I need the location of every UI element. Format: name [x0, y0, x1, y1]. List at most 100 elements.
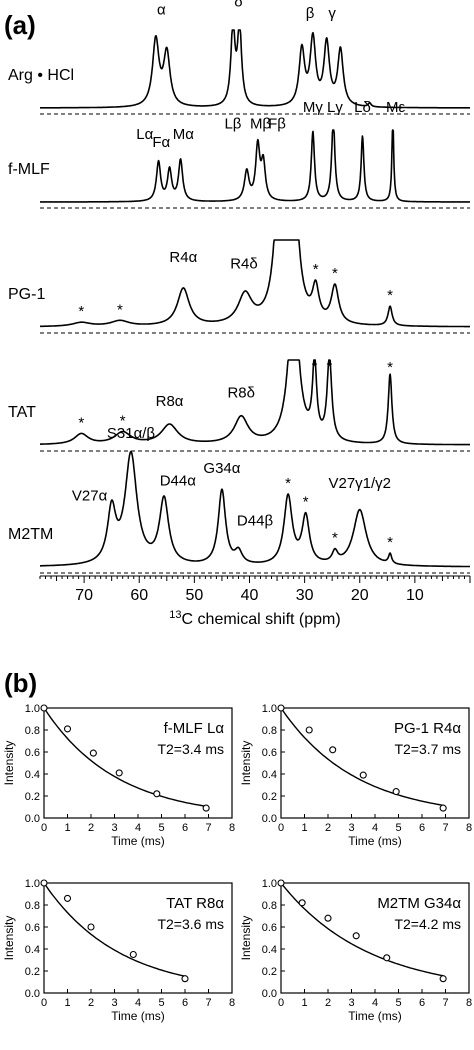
y-tick-label: 0.2: [262, 966, 277, 978]
spectrum-line: [39, 359, 471, 446]
spectrum-line: [39, 450, 471, 568]
x-tick-label: 8: [466, 997, 472, 1009]
spectrum-line: [39, 129, 471, 203]
panel-a-label: (a): [4, 10, 36, 40]
sideband-asterisk: *: [120, 412, 126, 429]
sample-label: Arg • HCl: [8, 67, 74, 84]
x-tick-label: 30: [296, 587, 314, 604]
y-axis-title: Intensity: [2, 916, 16, 961]
x-axis-title: Time (ms): [348, 1009, 402, 1023]
x-tick-label: 8: [466, 822, 472, 834]
peak-label: R4α: [169, 249, 197, 266]
spectrum-trace: PG-1 R4α R4δ * * * * *: [8, 239, 471, 334]
x-tick-label: 5: [158, 997, 164, 1009]
x-tick-label: 1: [301, 822, 307, 834]
x-tick-label: 6: [419, 997, 425, 1009]
sideband-asterisk: *: [313, 261, 319, 278]
x-tick-label: 4: [372, 822, 378, 834]
data-point: [87, 923, 95, 931]
data-point: [277, 879, 285, 887]
peak-label: δ: [234, 0, 242, 11]
subplot-title: M2TM G34α: [377, 895, 461, 912]
sample-label: PG-1: [8, 286, 45, 303]
y-tick-label: 0.6: [25, 922, 40, 934]
x-axis-title: 13C chemical shift (ppm): [169, 609, 340, 628]
peak-label: R8α: [156, 393, 184, 410]
data-point: [129, 950, 137, 959]
fit-curve: [43, 707, 207, 807]
data-point: [359, 771, 367, 779]
x-tick-label: 7: [442, 997, 448, 1009]
x-tick-label: 1: [64, 997, 70, 1009]
sample-label: M2TM: [8, 526, 53, 543]
peak-label: Lα: [136, 126, 153, 143]
sideband-asterisk: *: [387, 359, 393, 376]
sample-label: TAT: [8, 404, 36, 421]
data-point: [439, 975, 447, 983]
y-tick-label: 0.8: [25, 725, 40, 737]
peak-label: γ: [328, 5, 336, 22]
panel-b-label: (b): [4, 668, 37, 698]
y-tick-label: 0.6: [262, 747, 277, 759]
y-tick-label: 0.4: [25, 769, 40, 781]
decay-subplot: 0 1 2 3 4 5 6 7 8 0.0 0.2 0.4 0.6 0.8 1.0 Time (ms) Inte…: [2, 878, 235, 1023]
peak-label: β: [306, 5, 315, 22]
y-tick-label: 0.0: [25, 813, 40, 825]
sideband-asterisk: *: [78, 414, 84, 431]
x-tick-label: 70: [75, 587, 93, 604]
peak-label: D44α: [160, 473, 197, 490]
x-tick-label: 6: [182, 997, 188, 1009]
fit-curve: [280, 707, 444, 806]
peak-label: V27γ1/γ2: [328, 475, 391, 492]
x-tick-label: 4: [135, 997, 141, 1009]
x-tick-label: 2: [325, 822, 331, 834]
fit-curve: [280, 882, 444, 977]
data-point: [153, 790, 161, 798]
x-tick-label: 6: [419, 822, 425, 834]
y-tick-label: 0.6: [25, 747, 40, 759]
spectrum-trace: TAT R8α R8δ * * * * *: [8, 359, 471, 452]
y-axis-title: Intensity: [2, 741, 16, 786]
x-tick-label: 3: [348, 822, 354, 834]
data-point: [383, 954, 391, 962]
x-axis-title: Time (ms): [111, 1009, 165, 1023]
peak-label: S31α/β: [107, 425, 156, 442]
y-tick-label: 1.0: [25, 878, 40, 890]
y-tick-label: 0.8: [25, 900, 40, 912]
y-tick-label: 0.2: [25, 791, 40, 803]
spectrum-trace: M2TM S31α/β V27α D44α G34α D44β V27γ1/γ2 * * * *: [8, 425, 471, 574]
x-tick-label: 3: [111, 997, 117, 1009]
y-tick-label: 0.8: [262, 725, 277, 737]
sideband-asterisk: *: [78, 303, 84, 320]
y-tick-label: 0.2: [262, 791, 277, 803]
x-tick-label: 20: [351, 587, 369, 604]
sideband-asterisk: *: [332, 530, 338, 547]
peak-label: Lδ: [354, 99, 371, 116]
y-tick-label: 1.0: [262, 878, 277, 890]
y-tick-label: 1.0: [262, 703, 277, 715]
sideband-asterisk: *: [303, 494, 309, 511]
subplot-title: f-MLF Lα: [164, 720, 225, 737]
x-tick-label: 10: [406, 587, 424, 604]
spectrum-line: [39, 29, 471, 109]
peak-label: Mγ: [303, 99, 323, 116]
subplot-title: PG-1 R4α: [394, 720, 461, 737]
data-point: [298, 899, 306, 907]
y-tick-label: 0.4: [262, 944, 277, 956]
x-tick-label: 2: [325, 997, 331, 1009]
spectrum-trace: Arg • HCl α δ β γ: [8, 0, 471, 115]
peak-label: D44β: [237, 513, 274, 530]
x-tick-label: 6: [182, 822, 188, 834]
x-tick-label: 7: [442, 822, 448, 834]
x-tick-label: 1: [64, 822, 70, 834]
data-point: [324, 914, 332, 922]
x-tick-label: 1: [301, 997, 307, 1009]
x-axis-title-text: C chemical shift (ppm): [182, 611, 341, 628]
spectrum-line: [39, 239, 471, 328]
data-point: [392, 788, 400, 796]
sideband-asterisk: *: [312, 359, 318, 376]
peak-label: V27α: [72, 488, 108, 505]
x-tick-label: 5: [158, 822, 164, 834]
